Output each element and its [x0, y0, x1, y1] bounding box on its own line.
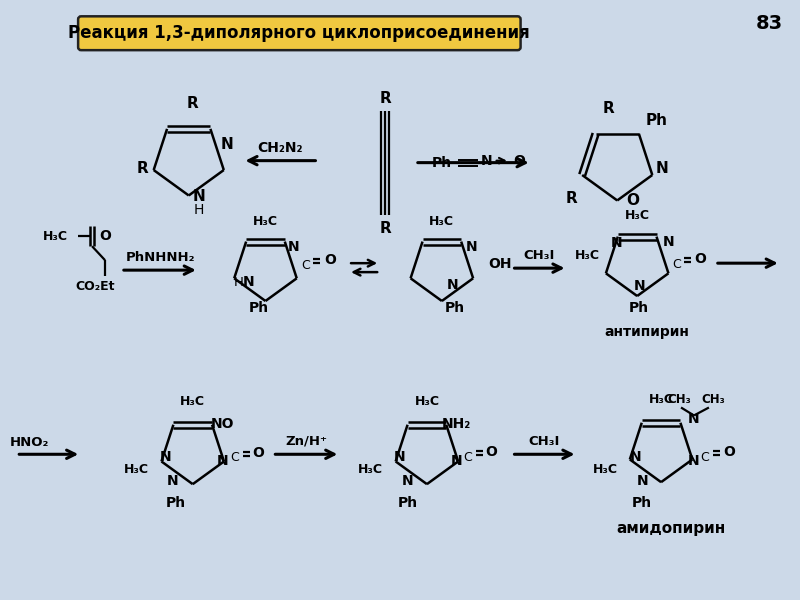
Text: H₃C: H₃C [414, 395, 439, 408]
Text: H₃C: H₃C [575, 249, 600, 262]
Text: H₃C: H₃C [625, 209, 650, 222]
Text: PhNHNH₂: PhNHNH₂ [126, 251, 195, 263]
Text: H₃C: H₃C [649, 393, 674, 406]
Text: O: O [723, 445, 734, 459]
Text: H₃C: H₃C [594, 463, 618, 476]
Text: Ph: Ph [646, 113, 668, 128]
Text: C: C [673, 257, 682, 271]
Text: H: H [194, 203, 204, 217]
Text: Ph: Ph [249, 301, 269, 315]
Text: H₃C: H₃C [124, 463, 149, 476]
Text: N: N [217, 454, 229, 468]
Text: N: N [466, 240, 478, 254]
Text: NO: NO [211, 418, 234, 431]
Text: N: N [242, 275, 254, 289]
Text: N: N [481, 154, 493, 167]
Text: C: C [463, 451, 472, 464]
Text: R: R [187, 97, 198, 112]
Text: N: N [688, 412, 700, 427]
Text: амидопирин: амидопирин [617, 521, 726, 536]
Text: H₃C: H₃C [358, 463, 383, 476]
Text: N: N [394, 450, 406, 464]
Text: N: N [656, 161, 669, 176]
Text: O: O [514, 154, 526, 167]
Text: Zn/H⁺: Zn/H⁺ [286, 435, 327, 448]
Text: CH₃: CH₃ [701, 393, 725, 406]
Text: OH: OH [488, 257, 511, 271]
Text: H₃C: H₃C [43, 230, 68, 243]
Text: N: N [662, 235, 674, 249]
FancyBboxPatch shape [78, 16, 521, 50]
Text: N: N [167, 474, 178, 488]
Text: 83: 83 [756, 14, 783, 33]
Text: R: R [137, 161, 149, 176]
Text: Ph: Ph [445, 301, 465, 315]
Text: N: N [634, 279, 645, 293]
Text: N: N [220, 137, 233, 152]
Text: CO₂Et: CO₂Et [75, 280, 115, 293]
Text: NH₂: NH₂ [442, 418, 471, 431]
Text: R: R [379, 91, 391, 106]
Text: O: O [99, 229, 111, 243]
Text: H₃C: H₃C [253, 215, 278, 228]
Text: Ph: Ph [432, 155, 452, 170]
Text: N: N [287, 240, 299, 254]
Text: H: H [234, 275, 243, 289]
Text: N: N [447, 278, 458, 292]
Text: N: N [688, 454, 700, 468]
Text: N: N [636, 474, 648, 488]
Text: R: R [379, 221, 391, 236]
Text: H₃C: H₃C [430, 215, 454, 228]
Text: O: O [253, 446, 265, 460]
Text: O: O [694, 252, 706, 266]
Text: N: N [192, 189, 205, 204]
Text: C: C [230, 451, 239, 464]
Text: Ph: Ph [166, 496, 186, 510]
Text: N: N [402, 474, 414, 488]
Text: Ph: Ph [629, 301, 650, 315]
Text: N: N [630, 450, 641, 464]
Text: N: N [451, 454, 462, 468]
Text: N: N [610, 236, 622, 250]
Text: O: O [626, 193, 640, 208]
Text: N: N [160, 450, 172, 464]
Text: CH₃: CH₃ [667, 393, 691, 406]
Text: Ph: Ph [398, 496, 418, 510]
Text: CH₃I: CH₃I [529, 435, 560, 448]
Text: O: O [486, 445, 498, 459]
Text: Ph: Ph [632, 496, 652, 510]
Text: R: R [566, 191, 578, 206]
Text: CH₂N₂: CH₂N₂ [258, 141, 303, 155]
Text: антипирин: антипирин [605, 325, 690, 339]
Text: R: R [602, 101, 614, 116]
Text: HNO₂: HNO₂ [10, 436, 49, 449]
Text: C: C [301, 259, 310, 272]
Text: H₃C: H₃C [180, 395, 206, 408]
Text: C: C [701, 451, 710, 464]
Text: O: O [324, 253, 336, 267]
Text: CH₃I: CH₃I [524, 249, 555, 262]
Text: Реакция 1,3-диполярного циклоприсоединения: Реакция 1,3-диполярного циклоприсоединен… [69, 24, 530, 42]
